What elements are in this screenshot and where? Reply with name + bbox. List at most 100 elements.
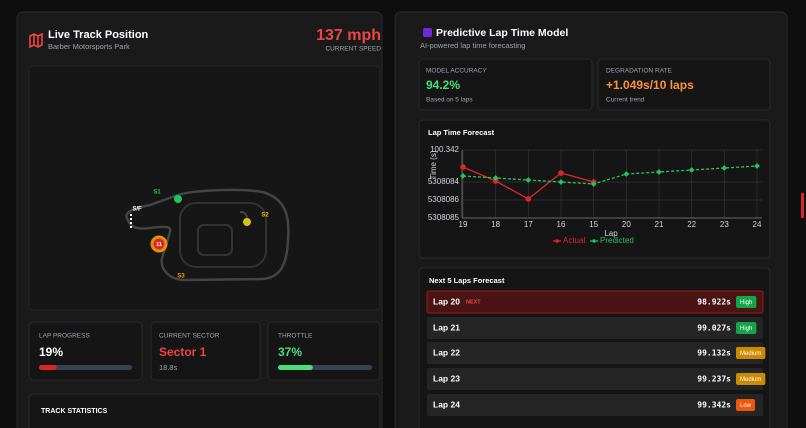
stat-value: 37% — [278, 345, 302, 359]
track-outline — [125, 188, 290, 282]
confidence-badge — [736, 373, 766, 385]
lap-label: Lap 23 — [433, 373, 460, 383]
legend-swatch — [592, 239, 596, 243]
car-marker — [153, 238, 165, 250]
stat-card — [150, 321, 261, 381]
x-tick-label: 24 — [753, 220, 762, 229]
series-line — [462, 165, 758, 185]
stat-label: LAP PROGRESS — [39, 333, 90, 340]
track-map — [28, 65, 381, 311]
lap-row[interactable] — [427, 394, 763, 416]
lap-time: 99.132s — [697, 349, 731, 358]
confidence-badge — [736, 399, 756, 411]
progress-track — [39, 365, 132, 370]
metric-card — [418, 58, 593, 111]
track-inner — [197, 224, 233, 256]
data-point — [525, 177, 532, 183]
data-point — [492, 178, 499, 184]
track-statistics-card — [28, 393, 381, 428]
chart-title: Lap Time Forecast — [428, 128, 495, 137]
map-icon — [29, 32, 43, 49]
y-tick-label: 5308084 — [428, 177, 460, 186]
y-tick-label: 5308085 — [428, 213, 460, 222]
data-point — [525, 196, 532, 202]
panel-subtitle: Barber Motorsports Park — [48, 42, 130, 51]
metric-detail: Based on 5 laps — [426, 97, 473, 104]
x-tick-label: 20 — [622, 220, 631, 229]
legend-label: Actual — [563, 236, 585, 245]
confidence-badge — [736, 296, 757, 308]
lap-label: Lap 21 — [433, 322, 460, 332]
robot-icon — [423, 28, 432, 37]
x-tick-label: 18 — [491, 220, 500, 229]
track-inner — [179, 202, 267, 268]
data-point — [623, 171, 630, 177]
data-point — [460, 173, 466, 179]
confidence-label: High — [740, 326, 752, 332]
lap-label: Lap 20 — [433, 296, 460, 306]
lap-label: Lap 22 — [433, 347, 460, 357]
confidence-badge — [736, 347, 766, 359]
sector-label: S3 — [177, 274, 185, 280]
confidence-label: Medium — [740, 377, 761, 383]
metric-detail: Current trend — [606, 97, 645, 104]
x-tick-label: 19 — [459, 220, 468, 229]
data-point — [460, 164, 466, 170]
lap-row[interactable] — [426, 290, 764, 314]
confidence-label: High — [740, 300, 752, 306]
data-point — [754, 163, 760, 169]
x-axis-title: Lap — [604, 229, 618, 238]
confidence-label: Medium — [740, 351, 761, 357]
next-tag: NEXT — [466, 299, 481, 305]
section-title: Next 5 Laps Forecast — [429, 276, 505, 285]
data-point — [721, 165, 728, 171]
lap-row[interactable] — [427, 368, 763, 390]
stat-label: CURRENT SECTOR — [159, 333, 220, 340]
panel-subtitle: AI-powered lap time forecasting — [420, 41, 525, 50]
progress-bar — [39, 365, 57, 370]
metric-label: DEGRADATION RATE — [606, 68, 673, 75]
legend-swatch — [555, 239, 559, 243]
lap-time: 99.237s — [697, 375, 731, 384]
lap-row[interactable] — [427, 317, 763, 339]
x-tick-label: 15 — [589, 220, 598, 229]
lap-label: Lap 24 — [433, 399, 460, 409]
speed-label: CURRENT SPEED — [325, 46, 381, 53]
x-tick-label: 23 — [720, 220, 729, 229]
scrollbar[interactable] — [801, 193, 804, 218]
sector-label: S2 — [261, 213, 269, 219]
stat-value: Sector 1 — [159, 345, 207, 359]
legend-label: Predicted — [600, 236, 634, 245]
sector-label: S/F — [132, 207, 142, 213]
x-tick-label: 17 — [524, 220, 533, 229]
metric-value: +1.049s/10 laps — [606, 78, 694, 92]
lap-row[interactable] — [427, 342, 763, 364]
x-tick-label: 21 — [655, 220, 664, 229]
sector-marker — [174, 195, 182, 203]
data-point — [558, 170, 564, 176]
lap-time: 99.342s — [697, 401, 731, 410]
car-number: 11 — [156, 242, 162, 248]
progress-bar — [278, 365, 313, 370]
data-point — [590, 181, 597, 187]
x-tick-label: 22 — [687, 220, 696, 229]
stat-value: 19% — [39, 345, 63, 359]
panel-title: Predictive Lap Time Model — [436, 27, 568, 39]
y-tick-label: 5308086 — [428, 195, 460, 204]
current-speed: 137 mph — [316, 27, 381, 44]
metric-label: MODEL ACCURACY — [426, 68, 487, 75]
data-point — [688, 167, 695, 173]
data-point — [492, 175, 499, 181]
sector-marker — [243, 218, 251, 226]
stat-detail: 18.8s — [159, 363, 178, 372]
metric-card — [597, 58, 771, 111]
y-tick-label: 100.342 — [430, 145, 459, 154]
sector-label: S1 — [153, 190, 161, 196]
metric-value: 94.2% — [426, 78, 460, 92]
confidence-badge — [736, 322, 757, 334]
lap-time: 99.027s — [697, 324, 731, 333]
y-axis-title: Time (s) — [429, 150, 438, 179]
confidence-label: Low — [740, 403, 752, 409]
